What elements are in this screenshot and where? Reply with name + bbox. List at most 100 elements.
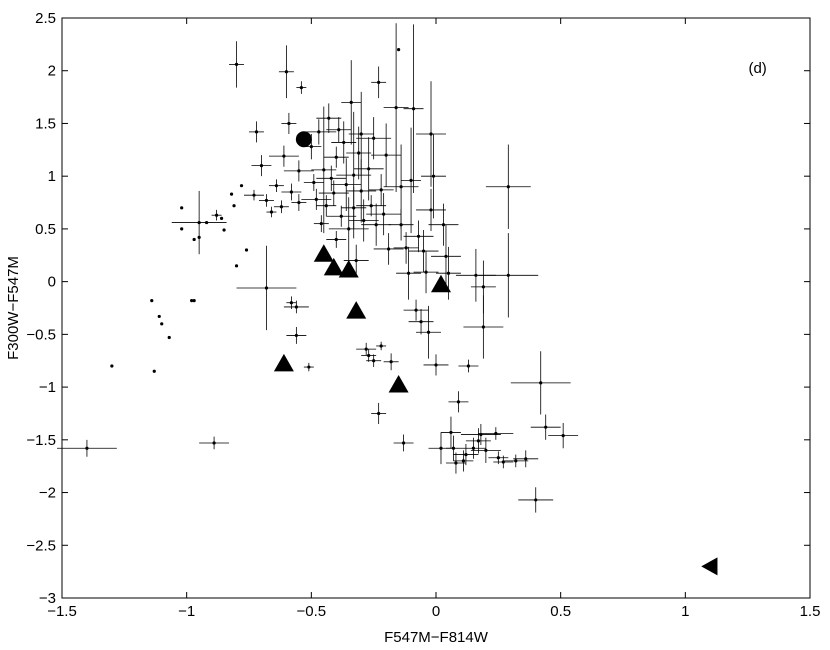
point-marker [329, 176, 333, 180]
point-marker [464, 452, 468, 457]
point-marker [382, 212, 386, 216]
data-point [393, 232, 419, 264]
point-marker [394, 106, 398, 110]
point-marker [197, 235, 201, 239]
point-marker [367, 353, 371, 358]
point-marker [319, 222, 323, 226]
data-point [234, 264, 239, 268]
data-point [244, 189, 264, 201]
point-marker [334, 155, 338, 159]
y-tick-label: 0.5 [35, 221, 56, 238]
data-point [371, 402, 387, 424]
y-tick-label: −2 [39, 485, 56, 502]
point-marker [484, 448, 488, 452]
data-point [408, 229, 439, 273]
y-axis: −3 −2.5 −2 −1.5 −1 −0.5 0 0.5 1 1.5 2 2.5 [26, 10, 810, 607]
point-marker [289, 301, 293, 305]
point-marker [259, 164, 264, 168]
x-tick-label: −1.5 [47, 603, 77, 620]
point-marker [264, 198, 269, 203]
point-marker [352, 206, 356, 210]
point-marker [514, 459, 518, 463]
point-marker [284, 70, 288, 74]
y-tick-label: −2.5 [26, 537, 56, 554]
point-marker [192, 237, 196, 242]
data-point [416, 305, 441, 359]
data-point [283, 300, 309, 314]
point-marker [384, 153, 388, 157]
data-point [478, 427, 514, 440]
data-point [361, 349, 377, 362]
point-marker [411, 107, 416, 111]
data-point [303, 174, 324, 191]
point-marker [439, 446, 443, 450]
data-point [57, 439, 117, 457]
data-point [510, 351, 571, 415]
y-tick-label: 0 [48, 274, 56, 291]
point-marker [372, 359, 376, 363]
point-marker [399, 185, 403, 189]
triangle-marker [430, 274, 451, 293]
data-point [356, 195, 387, 217]
y-tick-label: 1 [48, 168, 56, 185]
data-point [331, 158, 362, 211]
point-marker [399, 223, 403, 227]
data-point [416, 188, 446, 232]
y-tick-label: −1.5 [26, 432, 56, 449]
data-point [326, 117, 352, 143]
data-point [199, 436, 230, 450]
point-marker [299, 86, 303, 90]
y-tick-label: 2 [48, 63, 56, 80]
data-point [403, 24, 424, 194]
triangle-marker [273, 353, 294, 372]
data-point [403, 220, 434, 253]
data-point [266, 206, 277, 218]
point-marker [466, 364, 471, 368]
point-marker [461, 459, 466, 463]
data-point [301, 119, 337, 145]
x-axis-title: F547M−F814W [384, 629, 489, 646]
data-point [383, 353, 399, 371]
point-marker [379, 188, 383, 192]
data-point [453, 444, 479, 466]
point-marker [150, 299, 154, 303]
point-marker [414, 308, 418, 312]
data-point [167, 335, 171, 340]
point-marker [389, 360, 393, 364]
point-marker [451, 446, 456, 450]
data-point [236, 245, 297, 331]
data-point [356, 342, 377, 356]
point-marker [429, 132, 433, 136]
point-marker [397, 48, 401, 52]
data-point [313, 215, 329, 233]
data-point [211, 209, 222, 221]
point-marker [337, 128, 341, 132]
point-marker [362, 218, 366, 223]
data-point [328, 197, 369, 261]
point-marker [254, 130, 259, 134]
data-point [440, 416, 461, 449]
point-marker [222, 228, 226, 232]
data-point [397, 48, 401, 52]
point-marker [264, 286, 269, 290]
data-point [326, 231, 347, 248]
x-tick-label: 0 [432, 603, 440, 620]
point-marker [481, 325, 485, 329]
triangle-marker [346, 301, 367, 319]
triangle-marker [388, 374, 409, 393]
circle-marker [295, 131, 312, 148]
point-marker [314, 197, 318, 201]
data-point [110, 364, 114, 368]
point-marker [212, 441, 216, 445]
data-point [368, 174, 394, 206]
point-marker [524, 457, 528, 461]
point-marker [419, 320, 423, 324]
data-point [416, 81, 446, 187]
data-point [323, 146, 349, 168]
point-marker [421, 249, 426, 253]
data-point [316, 195, 337, 217]
data-point [458, 359, 479, 373]
point-marker [426, 330, 431, 334]
point-marker [506, 273, 510, 277]
data-point [258, 194, 274, 207]
